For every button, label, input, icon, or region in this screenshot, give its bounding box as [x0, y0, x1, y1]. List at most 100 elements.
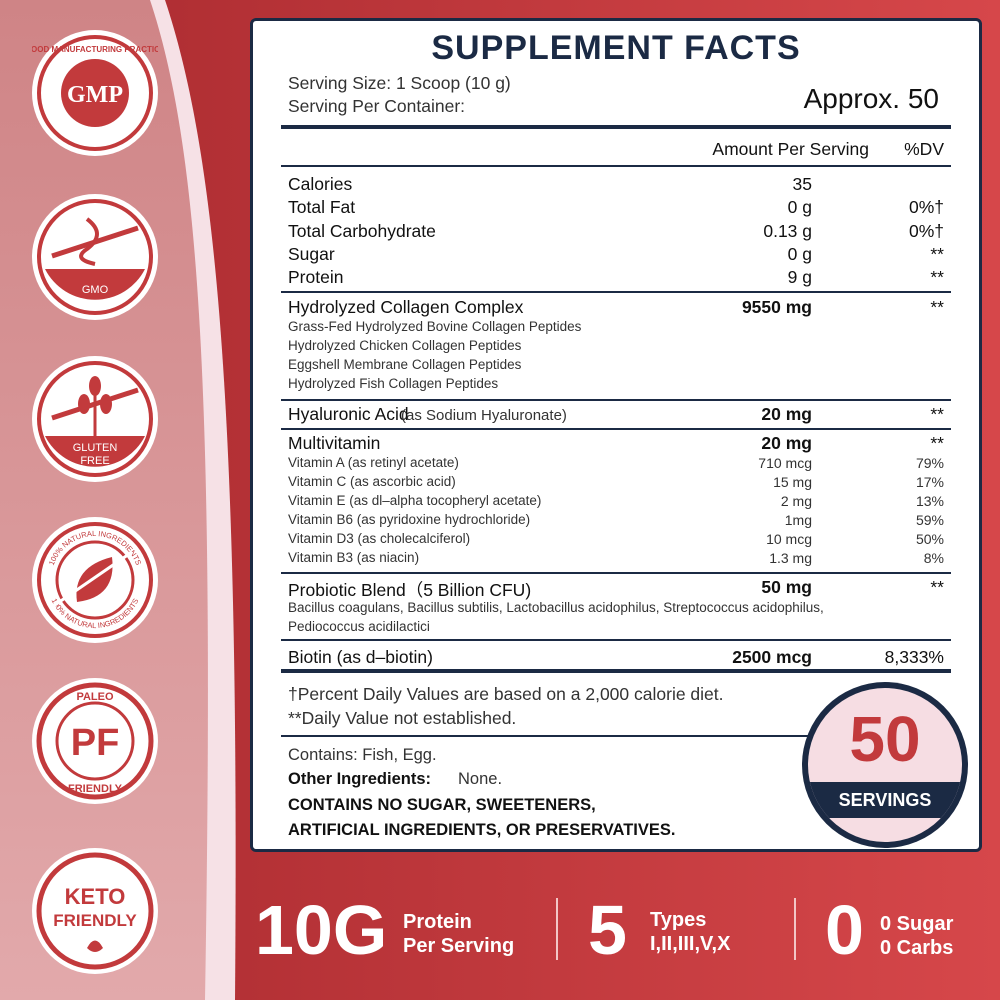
multivitamin-row-dv: **	[930, 433, 944, 453]
vitamin-row-amount: 1.3 mg	[769, 550, 812, 566]
probiotic-strains-1: Bacillus coagulans, Bacillus subtilis, L…	[288, 600, 824, 615]
divider	[281, 125, 951, 129]
macro-row-amount: 0.13 g	[763, 221, 812, 241]
contains: Contains: Fish, Egg.	[288, 746, 437, 764]
vitamin-row-amount: 15 mg	[773, 474, 812, 490]
paleo-friendly-icon: PF PALEO FRIENDLY	[36, 682, 154, 800]
svg-text:FRIENDLY: FRIENDLY	[68, 783, 123, 795]
vitamin-row-dv: 79%	[915, 455, 944, 471]
biotin-row-dv: 8,333%	[884, 647, 944, 667]
svg-text:FREE: FREE	[80, 455, 109, 467]
vitamin-row-name: Vitamin A (as retinyl acetate)	[288, 455, 459, 470]
svg-text:PF: PF	[71, 722, 120, 764]
gmp-seal-icon: GMP GOOD MANUFACTURING PRACTICE	[25, 35, 166, 151]
gmp-badge: GMP GOOD MANUFACTURING PRACTICE	[25, 30, 166, 156]
vitamin-row-amount: 10 mcg	[766, 531, 812, 547]
vitamin-row-name: Vitamin C (as ascorbic acid)	[288, 474, 456, 489]
macro-row-name: Total Carbohydrate	[288, 221, 436, 241]
gluten-free-badge: GLUTEN FREE	[32, 356, 158, 482]
vitamin-row-amount: 710 mcg	[758, 455, 812, 471]
macro-row-dv: **	[930, 267, 944, 287]
macro-row-dv: 0%†	[908, 221, 944, 241]
col-amount-header: Amount Per Serving	[712, 139, 869, 159]
biotin-row-name: Biotin (as d–biotin)	[288, 647, 433, 667]
hyaluronic-note: (as Sodium Hyaluronate)	[401, 407, 567, 424]
svg-text:GOOD MANUFACTURING PRACTICE: GOOD MANUFACTURING PRACTICE	[32, 45, 158, 54]
macro-row-amount: 0 g	[787, 197, 812, 217]
vitamin-row-name: Vitamin B3 (as niacin)	[288, 550, 420, 565]
macro-row-amount: 9 g	[787, 267, 812, 287]
vitamin-row-dv: 8%	[923, 550, 944, 566]
vitamin-row-dv: 59%	[915, 512, 944, 528]
highlight-protein-line1: Protein	[403, 911, 472, 933]
divider	[281, 639, 951, 641]
highlight-types-big: 5	[588, 891, 627, 969]
collagen-row-amount: 9550 mg	[741, 297, 812, 317]
divider	[281, 165, 951, 167]
divider	[281, 735, 951, 737]
hyaluronic-amount: 20 mg	[761, 404, 812, 424]
svg-text:GMO: GMO	[82, 284, 109, 296]
vitamin-row-dv: 50%	[915, 531, 944, 547]
collagen-row-name: Hydrolyzed Collagen Complex	[288, 297, 524, 317]
footnote-1: †Percent Daily Values are based on a 2,0…	[288, 684, 724, 704]
divider	[281, 428, 951, 430]
servings-badge-number: 50	[849, 703, 921, 775]
collagen-item: Grass-Fed Hydrolyzed Bovine Collagen Pep…	[288, 319, 582, 334]
keto-friendly-badge: KETO FRIENDLY	[32, 848, 158, 974]
no-sugar-statement-1: CONTAINS NO SUGAR, SWEETENERS,	[288, 796, 596, 814]
macro-row-amount: 0 g	[787, 244, 812, 264]
macro-row-dv: 0%†	[908, 197, 944, 217]
macro-row-name: Protein	[288, 267, 344, 287]
macro-row-amount: 35	[792, 174, 812, 194]
paleo-friendly-badge: PF PALEO FRIENDLY	[32, 678, 158, 804]
multivitamin-row-amount: 20 mg	[761, 433, 812, 453]
vitamin-row-name: Vitamin B6 (as pyridoxine hydrochloride)	[288, 512, 531, 527]
divider	[281, 572, 951, 574]
divider	[794, 898, 796, 960]
servings-value: Approx. 50	[803, 83, 939, 114]
highlight-sugar-line2: 0 Carbs	[880, 937, 954, 959]
natural-ingredients-badge: 100% NATURAL INGREDIENTS 100% NATURAL IN…	[32, 517, 158, 643]
facts-title: SUPPLEMENT FACTS	[431, 29, 801, 67]
hyaluronic-name: Hyaluronic Acid	[288, 404, 409, 424]
macro-row-name: Calories	[288, 174, 353, 194]
svg-text:PALEO: PALEO	[76, 691, 114, 703]
svg-text:GMP: GMP	[67, 82, 123, 108]
collagen-item: Eggshell Membrane Collagen Peptides	[288, 357, 522, 372]
vitamin-row-amount: 2 mg	[780, 493, 812, 509]
svg-text:GLUTEN: GLUTEN	[73, 442, 118, 454]
highlight-protein-big: 10G	[255, 891, 388, 969]
svg-text:KETO: KETO	[65, 884, 126, 909]
multivitamin-row-name: Multivitamin	[288, 433, 381, 453]
divider	[281, 669, 951, 673]
highlight-types-line1: Types	[650, 909, 707, 931]
vitamin-row-name: Vitamin D3 (as cholecalciferol)	[288, 531, 471, 546]
keto-friendly-icon: KETO FRIENDLY	[36, 852, 154, 970]
divider	[281, 291, 951, 293]
svg-text:FRIENDLY: FRIENDLY	[53, 911, 137, 930]
macro-row-dv: **	[930, 244, 944, 264]
macro-row-name: Total Fat	[288, 197, 356, 217]
non-gmo-badge: GMO	[32, 194, 158, 320]
biotin-row-amount: 2500 mcg	[732, 647, 812, 667]
hyaluronic-dv: **	[930, 404, 944, 424]
probiotic-row-amount: 50 mg	[761, 577, 812, 597]
highlight-protein-line2: Per Serving	[403, 935, 515, 957]
no-sugar-statement-2: ARTIFICIAL INGREDIENTS, OR PRESERVATIVES…	[288, 821, 676, 839]
highlight-types-line2: I,II,III,V,X	[650, 933, 731, 955]
non-gmo-dna-icon: GMO	[37, 199, 153, 315]
vitamin-row-name: Vitamin E (as dl–alpha tocopheryl acetat…	[288, 493, 542, 508]
vitamin-row-amount: 1mg	[784, 512, 812, 528]
other-ingredients-value: None.	[458, 770, 503, 788]
servings-badge-label: SERVINGS	[808, 782, 962, 818]
divider	[281, 399, 951, 401]
other-ingredients-label: Other Ingredients:	[288, 770, 432, 788]
servings-badge: 50 SERVINGS	[802, 682, 968, 848]
highlight-sugar-big: 0	[825, 891, 864, 969]
highlight-sugar-line1: 0 Sugar	[880, 913, 954, 935]
serving-size: Serving Size: 1 Scoop (10 g)	[288, 73, 511, 93]
vitamin-row-dv: 17%	[915, 474, 944, 490]
footnote-2: **Daily Value not established.	[288, 708, 517, 728]
